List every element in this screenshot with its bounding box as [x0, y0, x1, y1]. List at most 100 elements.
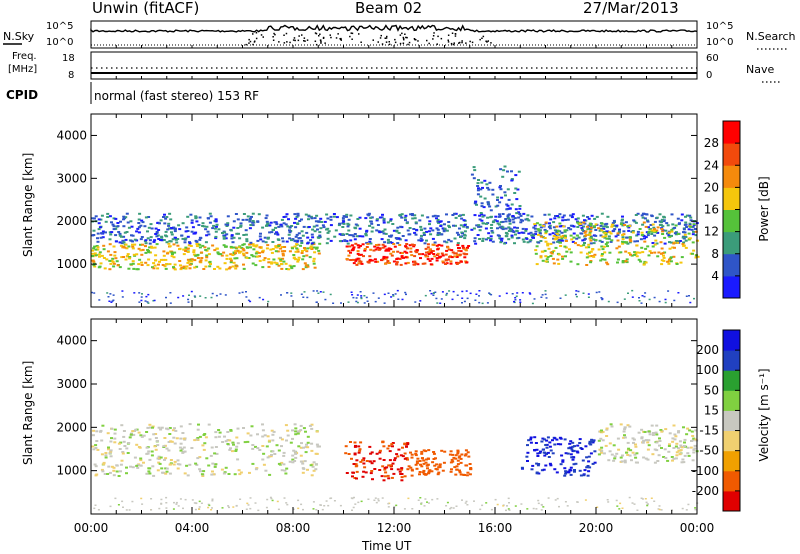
echo-cell	[589, 224, 593, 227]
noise-cell	[141, 293, 143, 295]
echo-cell	[387, 241, 391, 244]
echo-cell	[112, 228, 116, 231]
echo-cell	[365, 229, 369, 232]
echo-cell	[288, 231, 292, 234]
echo-cell	[255, 250, 259, 253]
echo-cell	[100, 439, 104, 442]
echo-cell	[461, 473, 465, 476]
echo-cell	[291, 429, 294, 432]
echo-cell	[194, 462, 198, 465]
echo-cell	[196, 257, 200, 259]
noise-cell	[211, 507, 213, 509]
echo-cell	[440, 233, 444, 236]
echo-cell	[563, 474, 567, 477]
echo-cell	[239, 225, 243, 228]
echo-cell	[510, 203, 514, 206]
echo-cell	[600, 229, 604, 232]
echo-cell	[575, 234, 579, 237]
echo-cell	[163, 222, 167, 225]
echo-cell	[149, 236, 153, 239]
echo-cell	[157, 229, 161, 231]
echo-cell	[536, 452, 540, 455]
noise-cell	[419, 497, 422, 499]
echo-cell	[370, 216, 374, 219]
echo-cell	[175, 241, 179, 244]
echo-cell	[554, 246, 558, 249]
noise-cell	[658, 508, 661, 511]
velocity-colorbar-cell	[723, 330, 740, 351]
echo-cell	[654, 239, 658, 242]
echo-cell	[494, 205, 498, 208]
echo-cell	[545, 439, 549, 442]
echo-cell	[256, 220, 260, 223]
echo-cell	[680, 256, 684, 259]
echo-cell	[304, 213, 308, 216]
echo-cell	[190, 258, 194, 261]
noise-cell	[360, 296, 363, 299]
echo-cell	[168, 472, 172, 475]
noise-cell	[195, 502, 198, 505]
echo-cell	[443, 227, 447, 230]
noise-cell	[351, 294, 354, 296]
echo-cell	[176, 244, 180, 247]
echo-cell	[215, 223, 219, 226]
echo-cell	[580, 232, 584, 235]
echo-cell	[118, 448, 122, 450]
echo-cell	[438, 466, 442, 469]
echo-cell	[651, 434, 655, 436]
noise-cell	[451, 298, 454, 301]
echo-cell	[280, 246, 284, 248]
echo-cell	[171, 429, 175, 432]
echo-cell	[659, 429, 663, 431]
echo-cell	[186, 230, 190, 232]
echo-cell	[182, 437, 186, 440]
echo-cell	[445, 229, 449, 232]
echo-cell	[535, 245, 539, 248]
echo-cell	[488, 205, 492, 208]
noise-cell	[322, 291, 325, 293]
echo-cell	[173, 251, 177, 254]
noise-cell	[616, 301, 619, 304]
echo-cell	[181, 451, 185, 454]
echo-cell	[548, 233, 552, 236]
nsearch-label: N.Search	[746, 30, 796, 43]
echo-cell	[638, 251, 642, 254]
echo-cell	[193, 439, 197, 442]
echo-cell	[589, 235, 593, 238]
echo-cell	[549, 251, 553, 254]
echo-cell	[425, 230, 428, 233]
echo-cell	[225, 225, 229, 227]
echo-cell	[169, 462, 173, 465]
noise-cell	[508, 509, 511, 511]
echo-cell	[391, 462, 395, 465]
noise-cell	[694, 508, 697, 511]
echo-cell	[286, 429, 290, 432]
echo-cell	[441, 254, 445, 257]
noise-cell	[575, 290, 578, 292]
echo-cell	[261, 435, 265, 438]
echo-cell	[164, 217, 168, 220]
echo-cell	[381, 465, 385, 468]
noise-cell	[131, 500, 134, 503]
echo-cell	[587, 470, 591, 473]
echo-cell	[400, 252, 404, 255]
nsky-point	[450, 42, 453, 45]
echo-cell	[546, 256, 550, 258]
echo-cell	[356, 252, 360, 255]
echo-cell	[229, 257, 233, 260]
echo-cell	[693, 447, 697, 450]
echo-cell	[295, 247, 299, 250]
echo-cell	[569, 453, 573, 456]
echo-cell	[264, 217, 268, 220]
echo-cell	[248, 220, 252, 223]
noise-cell	[109, 293, 112, 295]
echo-cell	[219, 253, 223, 256]
echo-cell	[306, 468, 309, 471]
nsky-point	[436, 43, 438, 45]
echo-cell	[148, 242, 152, 245]
velocity-colorbar-cell	[723, 410, 740, 431]
echo-cell	[677, 430, 681, 433]
echo-cell	[679, 261, 683, 264]
echo-cell	[638, 228, 642, 230]
echo-cell	[586, 474, 590, 477]
